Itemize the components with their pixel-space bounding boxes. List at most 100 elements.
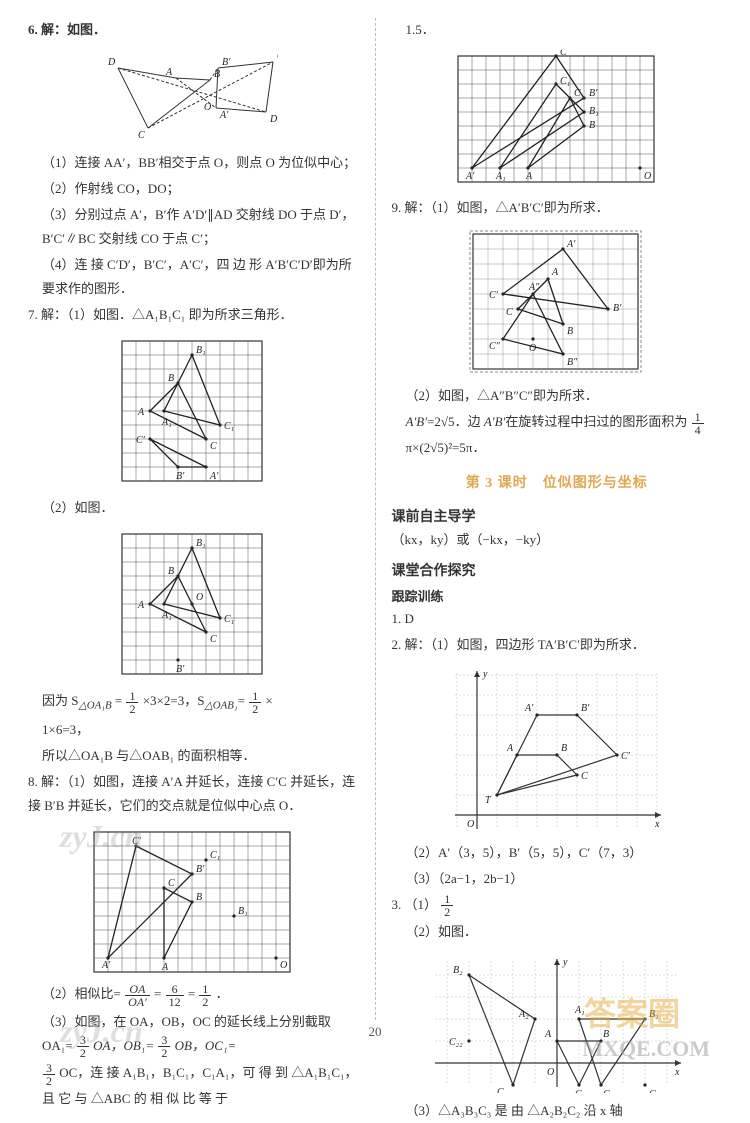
svg-text:C₁: C₁ — [560, 76, 570, 87]
svg-text:B″: B″ — [567, 357, 578, 368]
svg-text:C₁: C₁ — [603, 1089, 613, 1093]
r1-answer: 1. D — [392, 607, 723, 631]
svg-text:A: A — [161, 962, 169, 973]
svg-text:B: B — [589, 120, 595, 131]
figure-top-right: C′C₁CB′B₁BA′A₁AO — [392, 50, 723, 190]
svg-text:C: C — [575, 1089, 582, 1093]
q6-step2: （2）作射线 CO，DO； — [28, 177, 359, 201]
svg-text:A″: A″ — [528, 282, 540, 293]
svg-text:C′: C′ — [136, 435, 146, 446]
q6-step4: （4）连 接 C′D′，B′C′，A′C′，四 边 形 A′B′C′D′即为所要… — [28, 253, 359, 301]
svg-text:O: O — [467, 819, 474, 830]
svg-text:B₁: B₁ — [196, 538, 206, 549]
svg-text:B: B — [214, 69, 220, 80]
q7-area-line2: 1×6=3， — [28, 718, 359, 742]
q8-part2: （2）相似比= OAOA′ = 612 = 12 ． — [28, 982, 359, 1008]
q6-step1: （1）连接 AA′，BB′相交于点 O，则点 O 为位似中心； — [28, 151, 359, 175]
svg-text:A₁: A₁ — [161, 417, 172, 428]
figure-q8: C′CB′BA′AB₁C₁O — [28, 826, 359, 976]
svg-text:B: B — [561, 743, 567, 754]
r3-part2: （2）如图． — [392, 920, 723, 944]
q7-part2: （2）如图． — [28, 496, 359, 520]
svg-text:O: O — [547, 1067, 554, 1078]
q6-diagram: DABCOB′C′D′A′ — [108, 50, 278, 145]
svg-text:A₁: A₁ — [574, 1005, 585, 1016]
svg-text:O: O — [196, 592, 203, 603]
column-divider — [375, 18, 376, 1020]
svg-text:O: O — [204, 102, 211, 113]
svg-text:A′: A′ — [101, 960, 111, 971]
q8-heading: 8. 解：（1）如图，连接 A′A 并延长，连接 C′C 并延长，连接 B′B … — [28, 770, 359, 818]
svg-text:C: C — [210, 634, 217, 645]
figure-r3: xyOB₂A₂C₂₂A₁ABB₁C₃CC₁C₂ — [392, 953, 723, 1093]
svg-text:C′: C′ — [489, 290, 499, 301]
svg-text:x: x — [674, 1067, 680, 1078]
svg-text:A: A — [137, 600, 145, 611]
svg-text:A: A — [137, 407, 145, 418]
section-pre-study: 课前自主导学 — [392, 506, 723, 526]
page-number: 20 — [0, 1024, 750, 1040]
svg-text:B′: B′ — [613, 303, 622, 314]
lesson-heading: 第 3 课时 位似图形与坐标 — [392, 472, 723, 492]
figure-q6: DABCOB′C′D′A′ — [28, 50, 359, 145]
svg-text:B′: B′ — [222, 57, 231, 68]
q9-grid: A′C′A″ACB′BOC″B″ — [467, 228, 647, 378]
top-right-grid: C′C₁CB′B₁BA′A₁AO — [452, 50, 662, 190]
r2-part2: （2）A′（3，5），B′（5，5），C′（7，3） — [392, 841, 723, 865]
svg-text:C′: C′ — [621, 751, 631, 762]
svg-text:B₁: B₁ — [196, 345, 206, 356]
q7b-grid: B₁BAA₁OC₁CB′ — [116, 528, 271, 683]
right-column: 1.5． C′ C₁ C B′ B₁ B A′ A₁ A O 9. 解：（1）如图，△A′B′C′… — [392, 18, 723, 1020]
r2-coord-plot: xyOABCTA′B′C′ — [447, 665, 667, 835]
q7-heading: 7. 解：（1）如图．△A₁B₁C₁ 即为所求三角形． — [28, 303, 359, 327]
svg-text:y: y — [482, 669, 488, 680]
svg-text:C: C — [210, 441, 217, 452]
q9-ab-line: A′B′=2√5．边 A′B′在旋转过程中扫过的图形面积为 14 π×(2√5)… — [392, 410, 723, 460]
svg-text:B′: B′ — [589, 88, 598, 99]
q7-area-concl: 所以△OA₁B 与△OAB₁ 的面积相等． — [28, 744, 359, 768]
svg-text:y: y — [562, 957, 568, 968]
svg-text:T: T — [485, 795, 492, 806]
top-number: 1.5． — [392, 18, 723, 42]
q7a-grid: B₁BAA₁C₁CB′A′C′ — [116, 335, 271, 490]
left-column: 6. 解：如图． DABCOB′C′D′A′ （1）连接 AA′，BB′相交于点… — [28, 18, 359, 1020]
svg-text:C₁: C₁ — [210, 850, 220, 861]
svg-text:C: C — [168, 878, 175, 889]
svg-text:A′: A′ — [209, 471, 219, 482]
svg-text:B: B — [168, 373, 174, 384]
svg-text:O: O — [280, 960, 287, 971]
svg-text:B₁: B₁ — [649, 1009, 659, 1020]
r3-part3: （3）△A₃B₃C₃ 是 由 △A₂B₂C₂ 沿 x 轴 — [392, 1099, 723, 1123]
svg-text:C: C — [506, 307, 513, 318]
svg-text:C: C — [581, 771, 588, 782]
q6-heading: 6. 解：如图． — [28, 18, 359, 42]
svg-text:C: C — [138, 130, 145, 141]
svg-text:O: O — [529, 343, 536, 354]
figure-r2: xyOABCTA′B′C′ — [392, 665, 723, 835]
svg-text:C₁: C₁ — [224, 614, 234, 625]
svg-text:A′: A′ — [465, 171, 475, 182]
svg-text:B′: B′ — [176, 471, 185, 482]
svg-text:A′: A′ — [219, 110, 229, 121]
svg-text:C: C — [574, 88, 581, 99]
page-columns: 6. 解：如图． DABCOB′C′D′A′ （1）连接 AA′，BB′相交于点… — [0, 0, 750, 1020]
svg-text:A: A — [551, 267, 559, 278]
q9-heading: 9. 解：（1）如图，△A′B′C′即为所求． — [392, 196, 723, 220]
r3-coord-plot: xyOB₂A₂C₂₂A₁ABB₁C₃CC₁C₂ — [427, 953, 687, 1093]
section-cooperation: 课堂合作探究 — [392, 560, 723, 580]
svg-text:A: A — [525, 171, 533, 182]
svg-text:B₂: B₂ — [453, 965, 463, 976]
svg-text:B: B — [567, 326, 573, 337]
svg-text:B′: B′ — [176, 664, 185, 675]
svg-text:B′: B′ — [196, 864, 205, 875]
r3-part1: 3. （1） 12 — [392, 893, 723, 919]
svg-text:A₁: A₁ — [495, 171, 506, 182]
svg-text:C₂: C₂ — [649, 1089, 660, 1093]
pre-study-line: （kx，ky）或（−kx，−ky） — [392, 528, 723, 552]
svg-text:A₁: A₁ — [161, 610, 172, 621]
svg-text:D: D — [108, 57, 116, 68]
svg-text:x: x — [654, 819, 660, 830]
svg-text:B: B — [196, 892, 202, 903]
q7-area-line1: 因为 S△OA₁B = 12 ×3×2=3，S△OAB₁= 12 × — [28, 689, 359, 716]
figure-q7a: B₁BAA₁C₁CB′A′C′ — [28, 335, 359, 490]
